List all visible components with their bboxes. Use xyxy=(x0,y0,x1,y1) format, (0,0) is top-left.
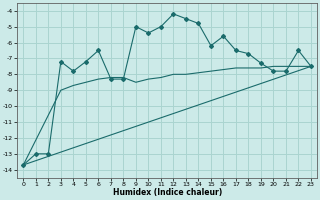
X-axis label: Humidex (Indice chaleur): Humidex (Indice chaleur) xyxy=(113,188,222,197)
